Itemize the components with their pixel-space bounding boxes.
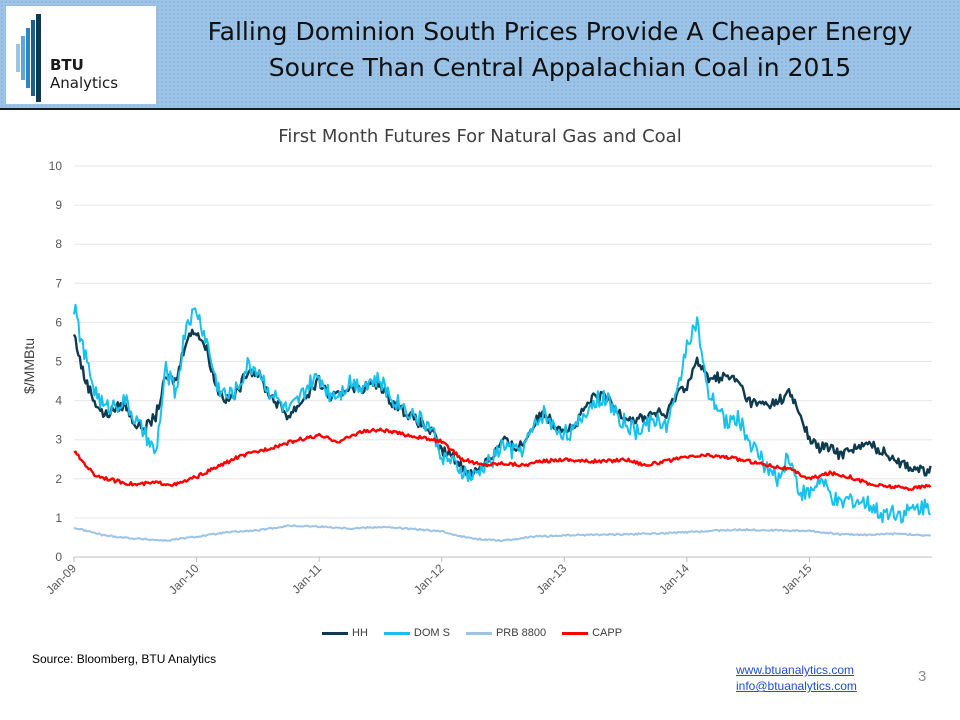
legend-item: DOM S — [383, 627, 450, 639]
series-line-dom-s — [73, 303, 932, 524]
logo: BTU Analytics — [6, 6, 156, 104]
title-line-1: Falling Dominion South Prices Provide A … — [207, 17, 913, 46]
legend-item: CAPP — [562, 627, 622, 639]
x-tick-label: Jan-09 — [43, 561, 79, 597]
y-tick-label: 3 — [55, 433, 62, 447]
legend-swatch — [465, 631, 492, 635]
y-tick-label: 4 — [55, 394, 62, 408]
legend-swatch — [383, 631, 410, 635]
source-note: Source: Bloomberg, BTU Analytics — [32, 652, 217, 666]
legend-label: PRB 8800 — [495, 627, 547, 639]
y-tick-label: 10 — [49, 159, 63, 173]
y-tick-label: 9 — [55, 198, 62, 212]
y-axis-ticks: 0 1 2 3 4 5 6 7 8 9 10 — [49, 159, 63, 564]
email-link[interactable]: info@btuanalytics.com — [736, 679, 857, 693]
series-lines — [72, 303, 932, 543]
legend-item: PRB 8800 — [465, 627, 547, 639]
legend-label: DOM S — [413, 627, 450, 639]
logo-bars-icon — [16, 14, 41, 102]
grid-lines — [74, 165, 932, 558]
contact-links: www.btuanalytics.com info@btuanalytics.c… — [736, 662, 857, 694]
series-line-prb-8800 — [73, 524, 932, 543]
y-axis-label: $/MMBtu — [21, 338, 37, 394]
x-tick-label: Jan-12 — [411, 561, 447, 597]
page-title: Falling Dominion South Prices Provide A … — [170, 14, 950, 86]
x-tick-label: Jan-13 — [534, 561, 570, 597]
header-banner: BTU Analytics Falling Dominion South Pri… — [0, 0, 960, 110]
title-line-2: Source Than Central Appalachian Coal in … — [268, 53, 852, 82]
legend-label: CAPP — [592, 627, 623, 639]
x-axis-ticks: Jan-09 Jan-10 Jan-11 Jan-12 Jan-13 Jan-14 Jan-… — [43, 557, 815, 597]
page-number: 3 — [918, 668, 927, 685]
line-chart: First Month Futures For Natural Gas and … — [21, 126, 932, 597]
legend-item: HH — [322, 627, 368, 639]
chart-title: First Month Futures For Natural Gas and … — [278, 126, 681, 147]
y-tick-label: 0 — [55, 550, 62, 564]
series-line-hh — [72, 328, 932, 480]
x-tick-label: Jan-14 — [656, 561, 692, 597]
x-tick-label: Jan-10 — [166, 561, 202, 597]
logo-text: BTU Analytics — [50, 56, 119, 92]
y-tick-label: 6 — [55, 315, 62, 329]
legend-swatch — [322, 631, 348, 635]
series-line-capp — [73, 427, 932, 492]
y-tick-label: 5 — [55, 355, 62, 369]
chart-legend: HH DOM S PRB 8800 CAPP — [322, 627, 622, 639]
x-tick-label: Jan-15 — [779, 561, 815, 597]
x-tick-label: Jan-11 — [289, 561, 324, 596]
y-tick-label: 2 — [55, 472, 62, 486]
y-tick-label: 8 — [55, 237, 62, 251]
website-link[interactable]: www.btuanalytics.com — [736, 663, 855, 677]
legend-swatch — [562, 631, 589, 635]
y-tick-label: 1 — [55, 511, 62, 525]
legend-label: HH — [352, 627, 368, 639]
y-tick-label: 7 — [55, 276, 62, 290]
